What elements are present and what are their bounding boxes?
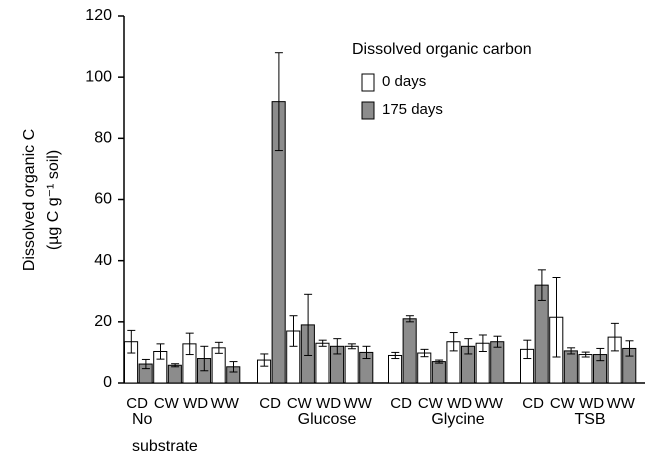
bar — [431, 361, 446, 384]
y-tick-label: 40 — [94, 252, 112, 269]
legend-title: Dissolved organic carbon — [352, 41, 532, 58]
bar — [315, 342, 330, 384]
y-tick-label: 20 — [94, 313, 112, 330]
bar — [490, 341, 505, 384]
bar — [578, 354, 593, 384]
y-tick-label: 100 — [85, 68, 112, 85]
x-tick-label: WD — [183, 395, 208, 412]
bar — [344, 345, 359, 384]
y-tick-label: 120 — [85, 7, 112, 24]
bar — [563, 350, 578, 384]
group-label: No substrate — [132, 411, 198, 454]
y-tick-label: 0 — [103, 374, 112, 391]
legend-swatch — [361, 101, 375, 120]
x-tick-label: CW — [550, 395, 576, 412]
group-label: Glucose — [297, 411, 357, 428]
legend-label: 0 days — [382, 73, 426, 90]
y-axis-label: Dissolved organic C — [21, 129, 38, 271]
x-tick-label: WD — [579, 395, 604, 412]
y-axis-label: (µg C g⁻¹ soil) — [45, 150, 62, 250]
x-tick-label: CD — [126, 395, 148, 412]
x-tick-label: WW — [607, 395, 636, 412]
legend-label: 175 days — [382, 101, 443, 118]
y-tick-label: 80 — [94, 130, 112, 147]
bar — [402, 318, 417, 384]
x-tick-label: WW — [211, 395, 240, 412]
x-tick-label: WD — [316, 395, 341, 412]
x-tick-label: WD — [447, 395, 472, 412]
x-tick-label: WW — [475, 395, 504, 412]
legend-swatch — [361, 73, 375, 92]
y-tick-label: 60 — [94, 191, 112, 208]
bar — [388, 354, 403, 384]
bar — [417, 352, 432, 384]
group-label: Glycine — [431, 411, 485, 428]
x-tick-label: CD — [390, 395, 412, 412]
x-tick-label: CW — [418, 395, 444, 412]
bar — [167, 364, 182, 384]
x-tick-label: CD — [259, 395, 281, 412]
x-tick-label: CW — [287, 395, 313, 412]
x-tick-label: CW — [154, 395, 180, 412]
x-tick-label: CD — [522, 395, 544, 412]
group-label: TSB — [574, 411, 606, 428]
x-tick-label: WW — [344, 395, 373, 412]
